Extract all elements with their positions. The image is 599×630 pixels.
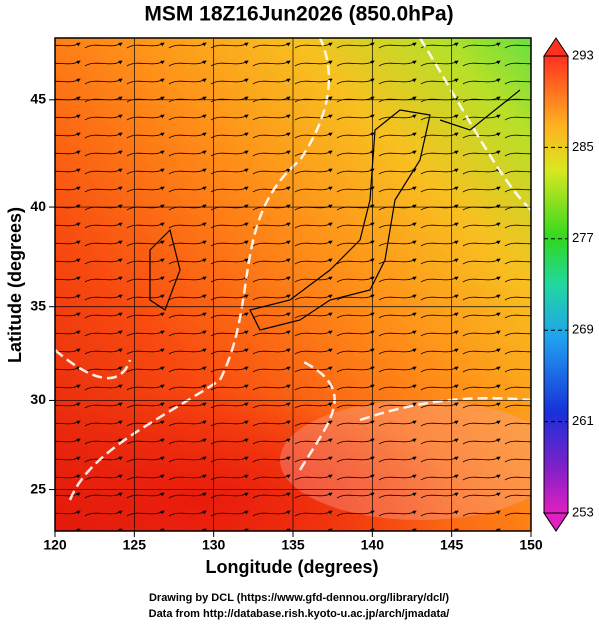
colorbar-extend-low bbox=[543, 512, 569, 532]
y-tick-label: 35 bbox=[30, 297, 46, 313]
footer-line: Drawing by DCL (https://www.gfd-dennou.o… bbox=[149, 592, 449, 604]
colorbar-tick-label: 253 bbox=[572, 504, 594, 519]
y-tick-label: 30 bbox=[30, 391, 46, 407]
map-field bbox=[55, 38, 531, 531]
y-tick-label: 25 bbox=[30, 480, 46, 496]
x-tick-label: 150 bbox=[519, 537, 543, 553]
colorbar bbox=[543, 55, 569, 514]
colorbar-tick-label: 261 bbox=[572, 413, 594, 428]
colorbar-tick-label: 285 bbox=[572, 139, 594, 154]
x-tick-label: 125 bbox=[123, 537, 147, 553]
footer-line: Data from http://database.rish.kyoto-u.a… bbox=[149, 608, 450, 620]
x-tick-label: 135 bbox=[281, 537, 305, 553]
x-tick-label: 145 bbox=[440, 537, 464, 553]
colorbar-tick-label: 277 bbox=[572, 230, 594, 245]
x-tick-label: 130 bbox=[202, 537, 226, 553]
y-axis-label: Latitude (degrees) bbox=[5, 207, 25, 363]
title: MSM 18Z16Jun2026 (850.0hPa) bbox=[144, 3, 453, 26]
colorbar-tick-label: 293 bbox=[572, 47, 594, 62]
y-tick-label: 45 bbox=[30, 91, 46, 107]
x-tick-label: 140 bbox=[361, 537, 385, 553]
x-axis-label: Longitude (degrees) bbox=[205, 557, 378, 577]
x-tick-label: 120 bbox=[43, 537, 67, 553]
colorbar-tick-label: 269 bbox=[572, 322, 594, 337]
y-tick-label: 40 bbox=[30, 198, 46, 214]
